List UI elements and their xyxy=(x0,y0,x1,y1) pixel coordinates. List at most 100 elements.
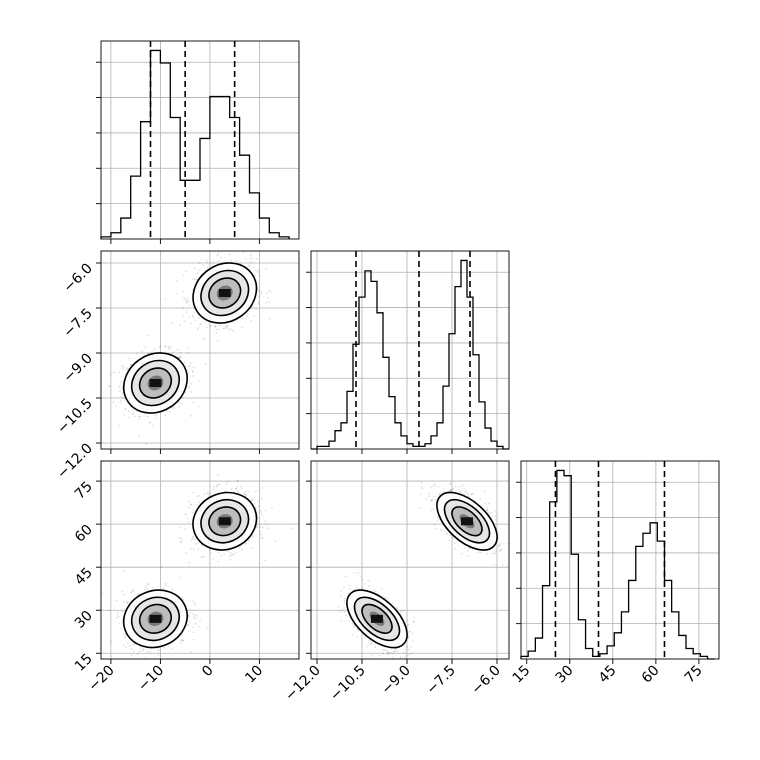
sample-point xyxy=(127,357,130,360)
sample-point xyxy=(188,506,190,509)
sample-point xyxy=(197,625,200,628)
sample-point xyxy=(207,491,209,494)
sample-point xyxy=(356,635,358,638)
sample-point xyxy=(120,380,122,383)
y-tick-label-p1: −12.0 xyxy=(54,441,96,483)
sample-point xyxy=(179,639,182,642)
panel-2-1: −12.0 −10.5 −9.0 −7.5 −6.0 xyxy=(282,460,510,704)
sample-point xyxy=(192,314,195,317)
sample-point xyxy=(176,279,179,282)
sample-point xyxy=(193,267,196,270)
sample-point xyxy=(121,394,124,397)
sample-point xyxy=(117,615,120,618)
sample-point xyxy=(190,415,193,417)
sample-point xyxy=(213,324,216,327)
sample-point xyxy=(187,624,190,626)
sample-point xyxy=(212,261,215,263)
sample-point xyxy=(218,324,221,327)
sample-point xyxy=(259,509,262,512)
sample-point xyxy=(425,498,428,501)
sample-point xyxy=(168,345,171,348)
sample-point xyxy=(222,327,225,330)
sample-point xyxy=(119,390,121,392)
sample-point xyxy=(241,487,244,489)
sample-point xyxy=(112,401,115,404)
sample-point xyxy=(149,651,152,654)
sample-point xyxy=(343,597,346,600)
sample-point xyxy=(195,622,198,625)
sample-point xyxy=(193,311,196,313)
sample-point xyxy=(186,351,189,354)
sample-point xyxy=(432,508,435,510)
sample-point xyxy=(197,548,200,550)
sample-point xyxy=(181,315,184,318)
sample-point xyxy=(343,607,346,609)
sample-point xyxy=(464,546,466,549)
sample-point xyxy=(189,365,191,368)
sample-point xyxy=(407,653,410,656)
sample-point xyxy=(407,636,410,638)
sample-point xyxy=(205,259,208,261)
sample-point xyxy=(159,345,162,347)
sample-point xyxy=(225,326,228,329)
sample-point xyxy=(202,556,205,558)
sample-point xyxy=(203,493,206,496)
sample-point xyxy=(255,308,258,310)
sample-point xyxy=(364,636,367,639)
sample-point xyxy=(261,487,263,489)
sample-point xyxy=(196,504,199,507)
sample-point xyxy=(169,347,172,350)
sample-point xyxy=(180,402,183,404)
sample-point xyxy=(210,552,212,555)
sample-point xyxy=(180,540,183,543)
sample-point xyxy=(164,346,167,348)
sample-point xyxy=(178,356,181,359)
sample-point xyxy=(164,413,167,416)
sample-point xyxy=(108,385,111,387)
sample-point xyxy=(131,590,134,592)
sample-point xyxy=(466,550,469,552)
sample-point xyxy=(257,301,260,304)
sample-point xyxy=(179,324,181,327)
sample-point xyxy=(240,485,243,487)
sample-point xyxy=(155,417,158,420)
sample-point xyxy=(119,401,122,404)
sample-point xyxy=(176,293,179,295)
sample-point xyxy=(189,362,192,364)
sample-point xyxy=(361,578,363,581)
sample-point xyxy=(493,509,496,512)
sample-point xyxy=(370,642,372,645)
sample-point xyxy=(412,620,415,623)
sample-point xyxy=(217,473,220,476)
sample-point xyxy=(193,623,196,625)
sample-point xyxy=(337,605,340,608)
sample-point xyxy=(382,649,384,651)
sample-point xyxy=(353,572,356,574)
sample-point xyxy=(123,414,125,416)
sample-point xyxy=(216,254,219,257)
sample-point xyxy=(116,611,119,613)
sample-point xyxy=(485,506,488,509)
y-tick-label-p2: 60 xyxy=(72,522,96,546)
sample-point xyxy=(124,408,127,411)
sample-point xyxy=(249,254,252,257)
sample-point xyxy=(193,615,196,618)
sample-point xyxy=(130,654,133,656)
sample-point xyxy=(195,278,198,281)
y-tick-label-p2: 15 xyxy=(72,651,96,675)
sample-point xyxy=(192,617,195,619)
sample-point xyxy=(250,320,253,322)
sample-point xyxy=(258,274,261,277)
sample-point xyxy=(337,610,340,613)
sample-point xyxy=(122,397,125,400)
sample-point xyxy=(214,326,217,328)
sample-point xyxy=(171,590,174,592)
sample-point xyxy=(251,535,254,538)
sample-point xyxy=(356,628,359,631)
sample-point xyxy=(183,361,186,364)
sample-point xyxy=(245,314,248,317)
sample-point xyxy=(434,485,437,487)
sample-point xyxy=(180,357,183,359)
sample-point xyxy=(188,630,190,633)
sample-point xyxy=(265,292,268,295)
